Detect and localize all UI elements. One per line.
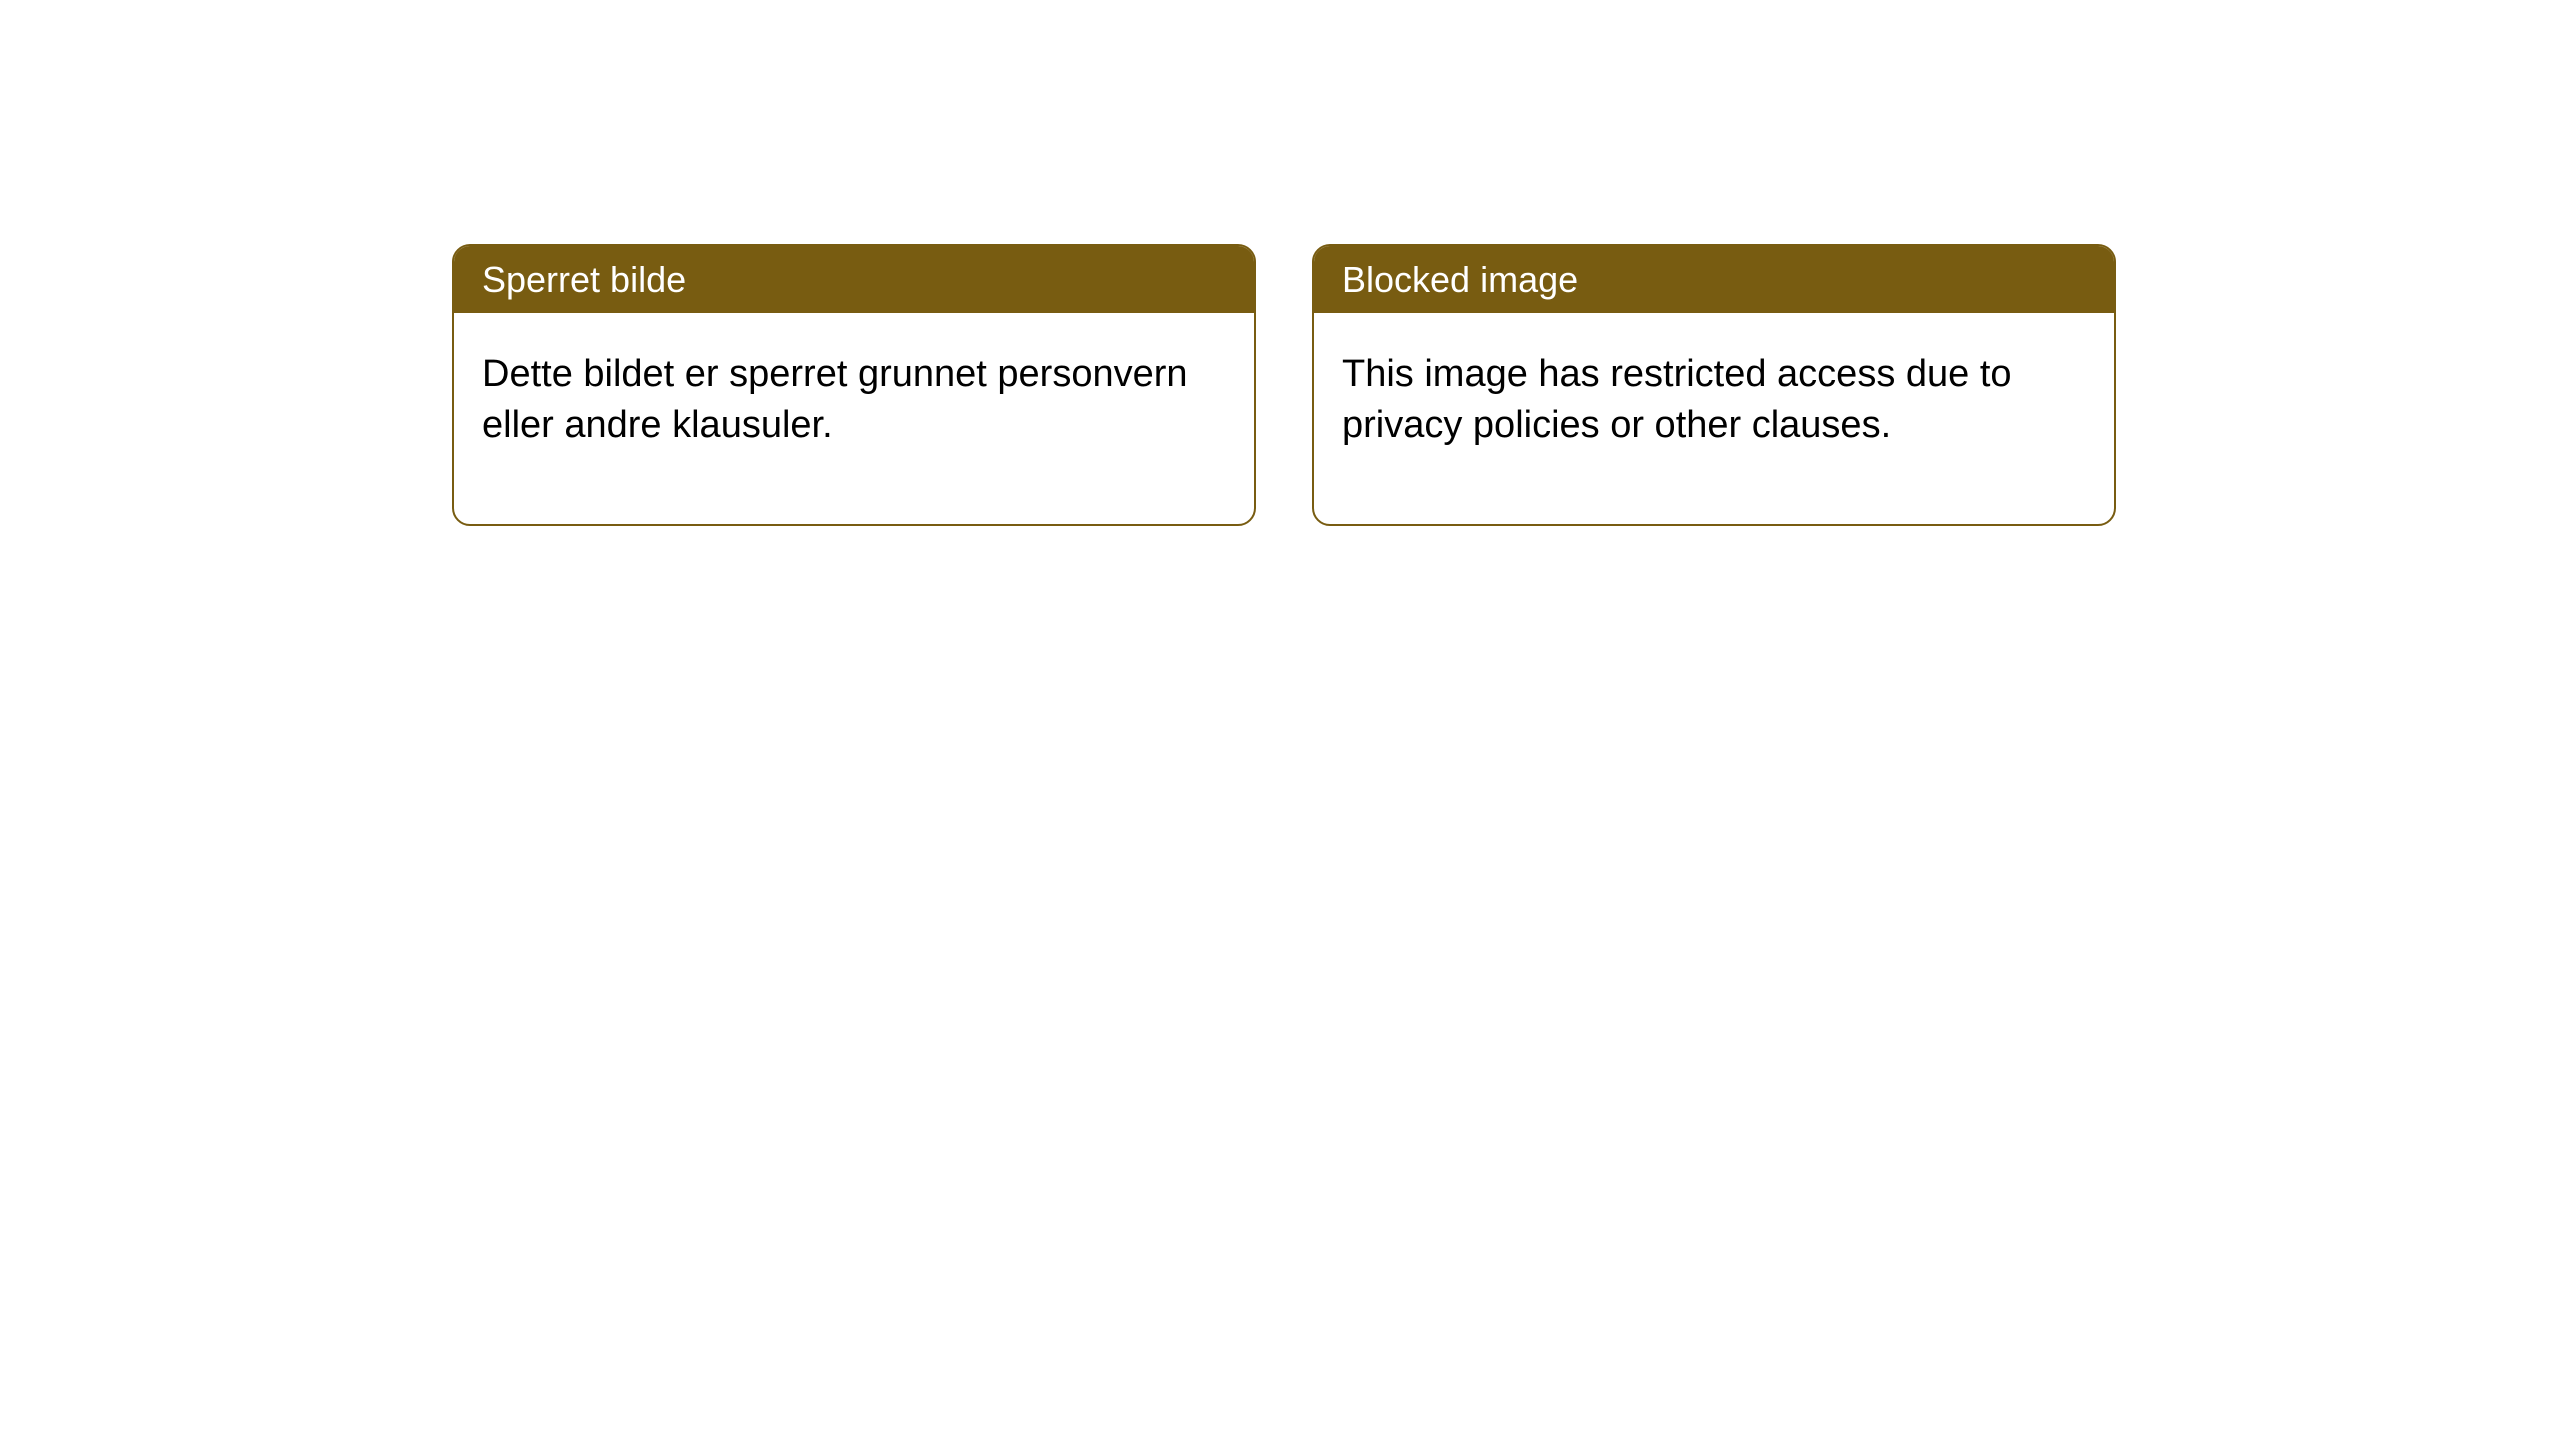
notice-header: Blocked image xyxy=(1314,246,2114,313)
notice-body: This image has restricted access due to … xyxy=(1314,313,2114,524)
notice-header: Sperret bilde xyxy=(454,246,1254,313)
notice-box-norwegian: Sperret bilde Dette bildet er sperret gr… xyxy=(452,244,1256,526)
notice-box-english: Blocked image This image has restricted … xyxy=(1312,244,2116,526)
notice-body: Dette bildet er sperret grunnet personve… xyxy=(454,313,1254,524)
notice-container: Sperret bilde Dette bildet er sperret gr… xyxy=(452,244,2116,526)
